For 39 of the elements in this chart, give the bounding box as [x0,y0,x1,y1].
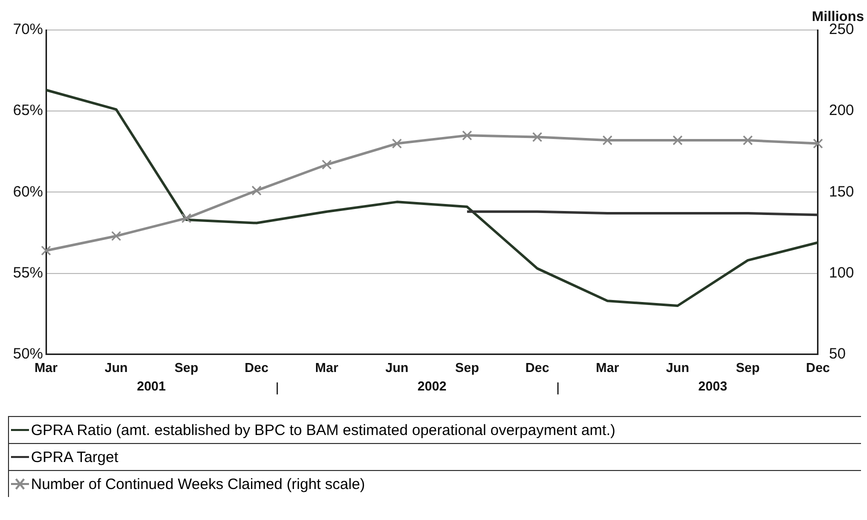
point [532,132,542,142]
y-tick-label: 65% [12,102,44,120]
y-tick-label: 70% [12,21,44,38]
x-tick-label: Mar [315,360,338,375]
y-tick-label: 55% [12,264,44,282]
x-tick-label: Mar [596,360,620,375]
point [672,135,683,146]
x-tick-label: Jun [666,360,690,375]
point [742,135,753,146]
point [322,160,332,170]
point [111,231,122,241]
y2-tick-label: 250 [828,21,854,38]
x-tick-label: Jun [104,360,128,375]
text: 2003 [698,378,728,394]
x-tick-label: Sep [736,360,760,375]
x-tick-label: Sep [174,360,198,375]
point [252,186,262,196]
legend-label: Number of Continued Weeks Claimed (right scale) [31,476,366,492]
point [812,138,823,149]
point [392,138,402,149]
legend-label: GPRA Target [31,448,118,466]
point [602,135,612,146]
x-tick-label: Dec [244,360,268,375]
y2-axis-title: Millions [812,8,864,24]
y-tick-label: 60% [12,183,44,200]
text: 2001 [136,378,166,394]
point [462,130,472,140]
x-tick-label: Dec [806,360,830,375]
y2-tick-label: 200 [828,102,854,120]
y2-tick-label: 150 [828,183,854,200]
y2-tick-label: 100 [828,264,854,282]
x-tick-label: Sep [455,360,480,375]
legend-label: GPRA Ratio (amt. established by BPC to BAM estimated operational overpayment amt.) [31,422,616,438]
point [41,246,52,256]
y2-tick-label: 50 [828,346,846,363]
point [181,213,192,224]
x-tick-label: Jun [385,360,409,375]
x-tick-label: Dec [525,360,550,375]
text: 2002 [418,378,446,394]
